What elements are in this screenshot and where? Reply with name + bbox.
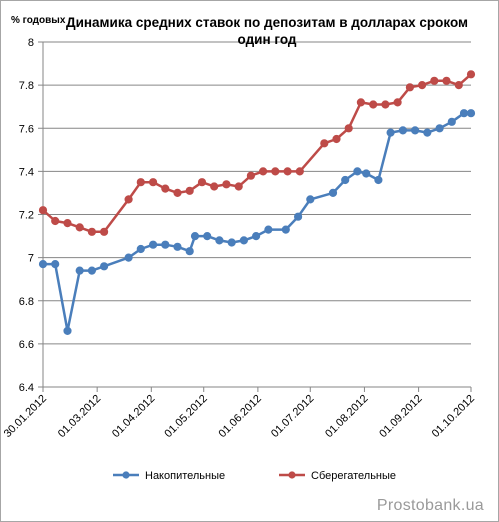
series-2-point	[466, 70, 476, 79]
series-2-point	[356, 98, 365, 107]
series-1-point	[281, 225, 290, 234]
series-1-point	[374, 175, 383, 185]
series-2-point	[393, 98, 402, 107]
series-1-point	[173, 242, 182, 251]
series-2-point	[124, 195, 133, 204]
series-1-point	[38, 260, 48, 269]
series-2-point	[246, 171, 255, 180]
series-2-point	[51, 216, 60, 226]
y-tick-label: 6.6	[19, 339, 34, 351]
series-1-point	[239, 236, 248, 245]
x-tick-label: 01.06.2012	[217, 393, 264, 440]
series-1-point	[447, 117, 456, 126]
x-tick-label: 01.10.2012	[430, 393, 477, 440]
series-2-point	[222, 180, 231, 189]
series-1-point	[227, 238, 236, 247]
y-tick-label: 7.6	[19, 123, 34, 135]
y-tick-label: 8	[28, 37, 34, 49]
y-tick-label: 6.8	[19, 296, 34, 308]
series-2-point	[405, 83, 414, 92]
series-1-point	[264, 225, 273, 234]
legend-label-2: Сберегательные	[311, 470, 396, 482]
series-1-point	[87, 266, 97, 275]
series-1-point	[63, 326, 72, 335]
series-1-point	[124, 253, 133, 262]
series-2-point	[271, 167, 280, 176]
series-2-point	[369, 100, 378, 109]
series-2-point	[234, 182, 243, 191]
chart-title: Динамика средних ставок по депозитам в д…	[66, 15, 468, 47]
series-1-point	[459, 109, 469, 118]
x-tick-label: 01.07.2012	[269, 393, 316, 440]
y-tick-label: 7.8	[19, 80, 34, 92]
y-tick-label: 7.4	[19, 166, 34, 178]
x-tick-label: 01.04.2012	[110, 393, 157, 440]
series-1-point	[51, 260, 60, 269]
series-1-point	[215, 236, 224, 245]
series-1-point	[386, 128, 395, 137]
series-2-point	[320, 139, 329, 148]
series-2-point	[381, 100, 390, 109]
series-2-point	[185, 186, 194, 195]
series-1-point	[190, 232, 200, 241]
series-1-point	[252, 232, 261, 241]
series-2-point	[442, 76, 451, 85]
series-2-point	[136, 178, 145, 187]
y-tick-label: 6.4	[19, 382, 34, 394]
series-2-point	[149, 178, 158, 187]
series-line-2	[42, 73, 472, 234]
series-2-point	[210, 182, 219, 191]
legend-marker-1	[122, 471, 130, 479]
series-2-point	[197, 178, 207, 187]
watermark: Prostobank.ua	[376, 497, 484, 514]
series-1-point	[362, 169, 371, 178]
series-2-point	[75, 223, 84, 232]
series-2-point	[344, 124, 353, 133]
series-1-point	[341, 175, 350, 185]
series-2-point	[454, 81, 463, 90]
y-axis-label: % годовых	[11, 15, 66, 26]
y-tick-label: 7	[28, 253, 34, 265]
series-1-point	[328, 188, 338, 197]
series-2-point	[283, 167, 292, 176]
x-tick-label: 01.09.2012	[377, 393, 424, 440]
series-2-point	[173, 188, 182, 197]
series-2-point	[63, 219, 72, 228]
series-1-point	[466, 109, 476, 118]
series-2-point	[100, 227, 109, 236]
series-2-point	[418, 81, 427, 90]
x-tick-label: 30.01.2012	[2, 393, 49, 440]
series-1-point	[398, 126, 407, 135]
series-1-point	[353, 167, 362, 176]
series-1-point	[435, 124, 444, 133]
series-2-point	[259, 167, 268, 176]
series-1-point	[161, 240, 170, 249]
series-2-point	[87, 227, 97, 236]
series-1-point	[411, 126, 420, 135]
y-tick-label: 7.2	[19, 210, 34, 222]
series-1-point	[75, 266, 84, 275]
legend-marker-2	[288, 471, 296, 479]
series-1-point	[185, 247, 194, 256]
x-tick-label: 01.03.2012	[56, 393, 103, 440]
series-line-1	[43, 111, 471, 333]
series-2-point	[295, 167, 304, 176]
series-1-point	[203, 232, 212, 241]
series-2-point	[430, 76, 439, 85]
series-1-point	[149, 240, 158, 249]
x-tick-label: 01.08.2012	[323, 393, 370, 440]
series-1-point	[306, 195, 315, 204]
series-2-point	[332, 134, 341, 144]
series-1-point	[100, 262, 109, 271]
series-1-point	[136, 244, 145, 254]
series-1-point	[294, 212, 303, 221]
legend-label-1: Накопительные	[145, 470, 225, 482]
series-2-point	[38, 206, 48, 215]
series-2-point	[161, 184, 170, 193]
series-1-point	[423, 128, 432, 137]
x-tick-label: 01.05.2012	[162, 393, 209, 440]
